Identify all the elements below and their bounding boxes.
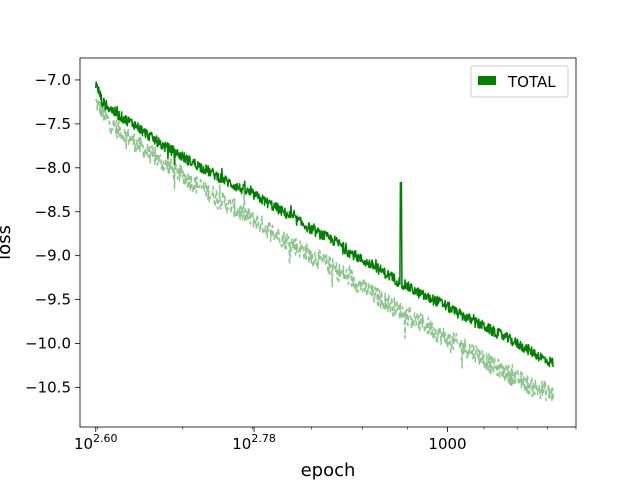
series-layer — [94, 81, 555, 402]
y-tick-label: −8.5 — [35, 203, 71, 221]
plot-frame — [79, 57, 577, 428]
series-line-total — [94, 81, 555, 368]
y-tick-label: −9.5 — [35, 291, 71, 309]
y-axis: −7.0 −7.5 −8.0 −8.5 −9.0 −9.5 −10.0 −10.5 — [25, 71, 80, 396]
series-line-secondary-dashed — [94, 98, 555, 402]
x-axis: 102.60 102.78 1000 — [74, 427, 577, 453]
y-tick-label: −7.0 — [35, 71, 71, 89]
y-tick-label: −9.0 — [35, 247, 71, 265]
legend: TOTAL — [470, 65, 569, 98]
x-tick-exponent: 2.78 — [251, 432, 275, 445]
legend-box — [470, 65, 569, 98]
x-tick-label: 102.60 — [74, 432, 118, 453]
y-tick-label: −8.0 — [35, 159, 71, 177]
x-tick-label: 102.78 — [232, 432, 276, 453]
x-axis-label: epoch — [301, 460, 356, 480]
legend-swatch-total — [478, 76, 496, 85]
y-tick-label: −10.5 — [25, 378, 71, 396]
y-tick-label: −10.0 — [25, 335, 71, 353]
x-tick-label: 1000 — [428, 435, 466, 453]
y-tick-label: −7.5 — [35, 115, 71, 133]
x-tick-exponent: 2.60 — [93, 432, 118, 445]
y-axis-label: loss — [0, 225, 15, 260]
legend-label-total: TOTAL — [507, 73, 556, 91]
